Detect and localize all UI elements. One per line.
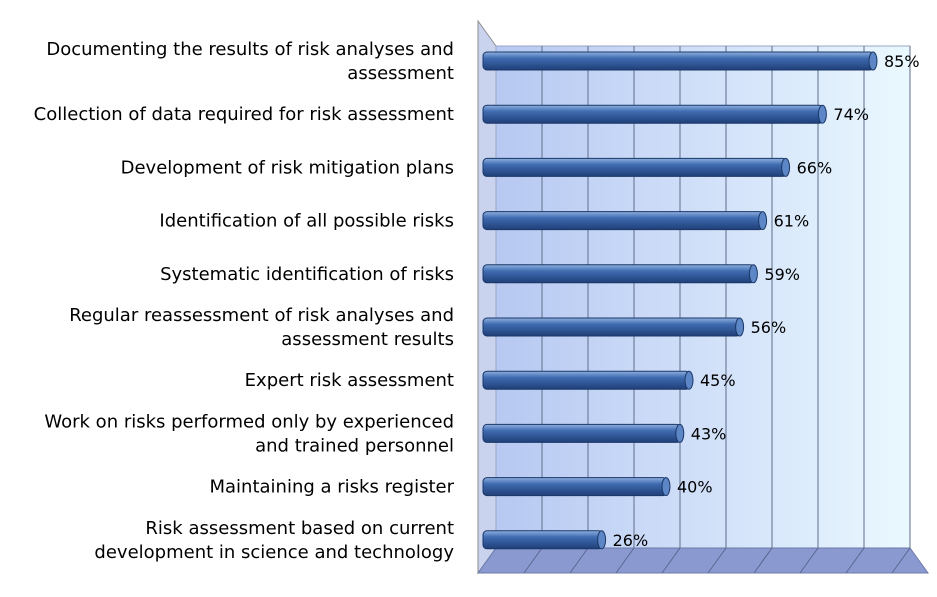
category-label: Risk assessment based on current developm…	[94, 518, 454, 563]
value-label: 45%	[700, 371, 736, 390]
floor-gridline	[799, 547, 819, 574]
bar	[482, 104, 824, 124]
gridlines	[523, 46, 911, 574]
value-label: 40%	[677, 478, 713, 497]
bar	[482, 370, 691, 390]
floor-gridline	[707, 547, 727, 574]
category-label: Identification of all possible risks	[159, 211, 454, 232]
floor-gridline	[661, 547, 681, 574]
bar-cap	[781, 157, 791, 177]
back-wall	[495, 45, 911, 549]
value-label: 43%	[691, 424, 727, 443]
value-label: 85%	[884, 52, 920, 71]
plot-area	[477, 19, 929, 575]
bar	[482, 157, 788, 177]
floor-gridline	[523, 547, 543, 574]
category-label: Collection of data required for risk ass…	[34, 104, 454, 125]
floor-gridline	[891, 547, 911, 574]
category-label: Work on risks performed only by experien…	[44, 411, 454, 456]
value-label: 61%	[774, 212, 810, 231]
floor-gridline	[753, 547, 773, 574]
bar-cap	[661, 477, 671, 497]
value-label: 66%	[797, 158, 833, 177]
value-label: 59%	[764, 265, 800, 284]
value-label: 26%	[613, 531, 649, 550]
category-label: Systematic identification of risks	[160, 264, 454, 285]
category-label: Development of risk mitigation plans	[121, 157, 454, 178]
value-labels: 85% 74% 66% 61% 59% 56% 45% 43% 40% 26%	[613, 52, 920, 550]
category-label: Expert risk assessment	[245, 370, 454, 391]
bar	[482, 423, 682, 443]
bar	[482, 477, 668, 497]
bar	[482, 51, 875, 71]
category-label: Documenting the results of risk analyses…	[46, 39, 454, 84]
value-label: 74%	[833, 105, 869, 124]
bar	[482, 317, 742, 337]
bar-cap	[817, 104, 827, 124]
bar	[482, 264, 755, 284]
value-label: 56%	[751, 318, 787, 337]
category-labels: Documenting the results of risk analyses…	[34, 39, 455, 563]
bar-series	[482, 51, 878, 550]
bar-cap	[758, 211, 768, 231]
bar-cap	[675, 423, 685, 443]
floor	[477, 547, 929, 574]
category-label: Regular reassessment of risk analyses an…	[69, 305, 454, 350]
floor-gridline	[615, 547, 635, 574]
bar-cap	[684, 370, 694, 390]
bar-cap	[735, 317, 745, 337]
category-label: Maintaining a risks register	[210, 477, 455, 498]
bar-cap	[597, 530, 607, 550]
floor-gridline	[569, 547, 589, 574]
bar	[482, 530, 604, 550]
bar-cap	[748, 264, 758, 284]
floor-gridline	[845, 547, 865, 574]
bar-cap	[868, 51, 878, 71]
bar	[482, 211, 765, 231]
